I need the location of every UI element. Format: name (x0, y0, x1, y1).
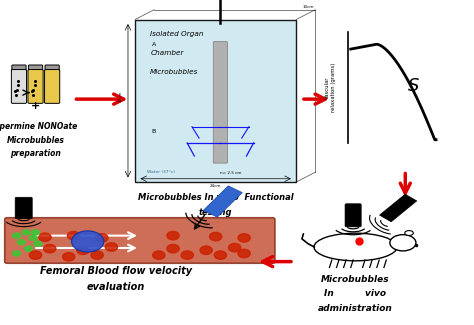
Text: 17cm: 17cm (119, 90, 123, 102)
FancyBboxPatch shape (45, 70, 60, 103)
Circle shape (238, 249, 250, 258)
FancyBboxPatch shape (15, 197, 32, 219)
Circle shape (24, 246, 33, 252)
Circle shape (77, 246, 89, 254)
Text: n= 2.5 cm: n= 2.5 cm (220, 172, 242, 176)
Circle shape (167, 231, 179, 240)
Circle shape (167, 244, 179, 253)
Text: testing: testing (199, 208, 232, 217)
Text: A: A (152, 42, 156, 46)
Circle shape (105, 243, 118, 251)
FancyBboxPatch shape (345, 204, 361, 227)
Text: 24cm: 24cm (210, 184, 221, 188)
Circle shape (12, 233, 21, 239)
Circle shape (34, 241, 42, 247)
Text: Vascular
relaxation (grams): Vascular relaxation (grams) (325, 63, 336, 112)
Text: B: B (152, 129, 156, 134)
Text: +: + (31, 101, 40, 111)
Text: In          vivo: In vivo (325, 289, 386, 298)
Circle shape (238, 234, 250, 242)
FancyBboxPatch shape (213, 42, 228, 163)
Circle shape (22, 229, 30, 235)
Circle shape (12, 251, 21, 256)
Ellipse shape (314, 233, 397, 261)
FancyBboxPatch shape (45, 65, 59, 72)
Text: Microbubbles In vitro  Functional: Microbubbles In vitro Functional (138, 193, 293, 202)
Text: S: S (408, 77, 419, 95)
Text: Water (37°c): Water (37°c) (147, 170, 175, 174)
Circle shape (39, 233, 51, 241)
Text: evaluation: evaluation (87, 282, 146, 292)
FancyBboxPatch shape (12, 65, 26, 72)
Text: Spermine NONOate: Spermine NONOate (0, 122, 77, 131)
Circle shape (228, 243, 241, 252)
FancyBboxPatch shape (11, 70, 27, 103)
Circle shape (17, 239, 26, 245)
Text: Microbubbles: Microbubbles (321, 275, 390, 284)
Polygon shape (203, 186, 242, 217)
Circle shape (210, 232, 222, 241)
Text: Microbubbles: Microbubbles (150, 69, 199, 74)
FancyBboxPatch shape (5, 218, 275, 263)
Circle shape (31, 229, 40, 235)
FancyBboxPatch shape (28, 70, 43, 103)
Circle shape (63, 253, 75, 261)
Text: Femoral Blood flow velocity: Femoral Blood flow velocity (40, 266, 192, 277)
Circle shape (96, 234, 108, 242)
Circle shape (29, 235, 37, 241)
Circle shape (214, 251, 227, 259)
Text: administration: administration (318, 304, 393, 313)
Ellipse shape (405, 231, 413, 235)
Circle shape (67, 231, 80, 240)
Circle shape (91, 251, 103, 259)
Text: Chamber: Chamber (150, 50, 184, 56)
Text: 10cm: 10cm (302, 5, 314, 9)
Text: preparation: preparation (10, 149, 61, 158)
Circle shape (44, 244, 56, 253)
Circle shape (153, 251, 165, 259)
FancyBboxPatch shape (28, 65, 43, 72)
Text: Isolated Organ: Isolated Organ (150, 31, 204, 37)
Circle shape (181, 251, 193, 259)
Circle shape (29, 251, 42, 259)
Text: Microbubbles: Microbubbles (7, 136, 64, 145)
Circle shape (200, 246, 212, 254)
FancyBboxPatch shape (135, 20, 296, 182)
Ellipse shape (72, 231, 104, 252)
Polygon shape (380, 194, 417, 222)
Ellipse shape (390, 235, 416, 251)
